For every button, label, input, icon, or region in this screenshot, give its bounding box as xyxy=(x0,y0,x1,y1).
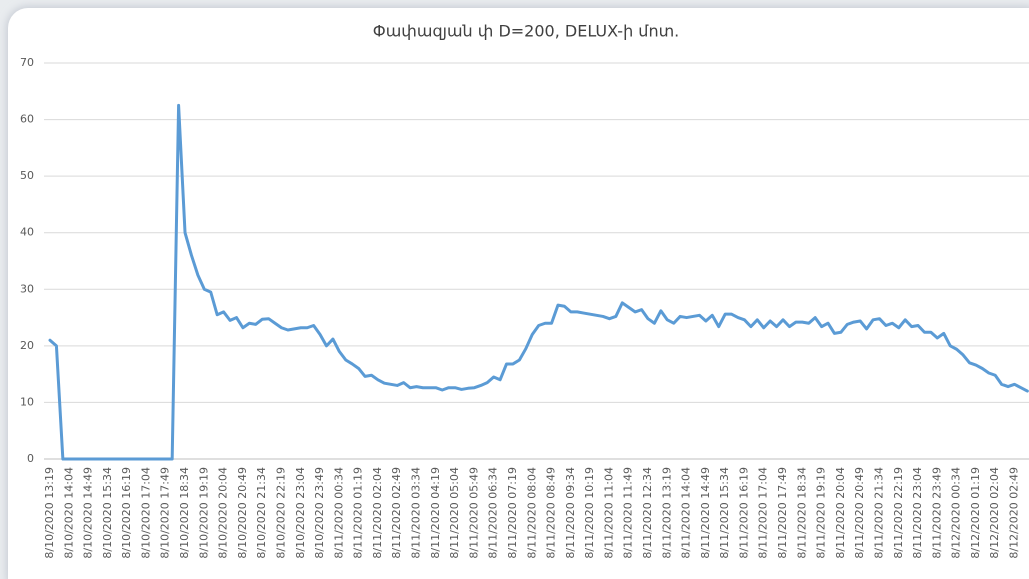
y-tick-label: 70 xyxy=(20,56,34,69)
x-tick-label: 8/10/2020 22:19 xyxy=(274,467,287,559)
x-tick-label: 8/11/2020 23:04 xyxy=(911,467,924,559)
x-tick-label: 8/11/2020 14:49 xyxy=(699,467,712,559)
x-tick-label: 8/10/2020 13:19 xyxy=(43,467,56,559)
data-line xyxy=(48,103,1029,461)
x-tick-label: 8/11/2020 21:34 xyxy=(872,467,885,559)
x-tick-label: 8/12/2020 01:19 xyxy=(969,467,982,559)
x-tick-label: 8/11/2020 11:49 xyxy=(622,467,635,559)
x-tick-label: 8/11/2020 20:04 xyxy=(834,467,847,559)
x-tick-label: 8/11/2020 10:19 xyxy=(583,467,596,559)
x-tick-label: 8/11/2020 08:04 xyxy=(525,467,538,559)
x-tick-label: 8/10/2020 23:04 xyxy=(294,467,307,559)
x-tick-label: 8/11/2020 06:34 xyxy=(487,467,500,559)
x-tick-label: 8/10/2020 17:04 xyxy=(139,467,152,559)
x-tick-label: 8/11/2020 17:49 xyxy=(776,467,789,559)
x-tick-label: 8/11/2020 17:04 xyxy=(757,467,770,559)
y-tick-label: 60 xyxy=(20,113,34,126)
x-tick-label: 8/11/2020 22:19 xyxy=(892,467,905,559)
x-tick-label: 8/12/2020 02:04 xyxy=(988,467,1001,559)
x-tick-label: 8/10/2020 20:04 xyxy=(217,467,230,559)
x-tick-label: 8/10/2020 19:19 xyxy=(197,467,210,559)
y-tick-label: 10 xyxy=(20,395,34,408)
x-tick-label: 8/12/2020 02:49 xyxy=(1008,467,1021,559)
y-tick-label: 0 xyxy=(27,452,34,465)
y-tick-label: 30 xyxy=(20,282,34,295)
x-tick-label: 8/11/2020 07:19 xyxy=(506,467,519,559)
x-tick-label: 8/11/2020 00:34 xyxy=(332,467,345,559)
x-tick-label: 8/11/2020 16:19 xyxy=(737,467,750,559)
x-tick-label: 8/10/2020 21:34 xyxy=(255,467,268,559)
chart-title: Փափազյան փ D=200, DELUX-ի մոտ. xyxy=(373,22,680,41)
x-tick-label: 8/11/2020 03:34 xyxy=(410,467,423,559)
x-tick-label: 8/12/2020 00:34 xyxy=(950,467,963,559)
x-tick-label: 8/11/2020 05:04 xyxy=(448,467,461,559)
x-tick-label: 8/11/2020 12:34 xyxy=(641,467,654,559)
x-tick-label: 8/11/2020 09:34 xyxy=(564,467,577,559)
x-tick-label: 8/10/2020 16:19 xyxy=(120,467,133,559)
x-tick-label: 8/10/2020 14:04 xyxy=(62,467,75,559)
y-tick-label: 50 xyxy=(20,169,34,182)
x-tick-label: 8/11/2020 02:04 xyxy=(371,467,384,559)
x-tick-label: 8/11/2020 13:19 xyxy=(660,467,673,559)
x-tick-label: 8/10/2020 15:34 xyxy=(101,467,114,559)
x-tick-label: 8/11/2020 18:34 xyxy=(795,467,808,559)
x-tick-label: 8/10/2020 18:34 xyxy=(178,467,191,559)
x-tick-label: 8/11/2020 19:19 xyxy=(815,467,828,559)
x-tick-label: 8/11/2020 15:34 xyxy=(718,467,731,559)
x-tick-label: 8/11/2020 02:49 xyxy=(390,467,403,559)
y-tick-label: 40 xyxy=(20,226,34,239)
x-tick-label: 8/11/2020 01:19 xyxy=(352,467,365,559)
x-tick-label: 8/10/2020 14:49 xyxy=(82,467,95,559)
x-tick-label: 8/11/2020 04:19 xyxy=(429,467,442,559)
card xyxy=(8,8,1029,579)
x-tick-label: 8/10/2020 20:49 xyxy=(236,467,249,559)
x-tick-label: 8/11/2020 05:49 xyxy=(467,467,480,559)
x-tick-label: 8/11/2020 23:49 xyxy=(930,467,943,559)
x-tick-label: 8/10/2020 17:49 xyxy=(159,467,172,559)
x-tick-label: 8/11/2020 14:04 xyxy=(680,467,693,559)
x-tick-label: 8/11/2020 08:49 xyxy=(545,467,558,559)
x-tick-label: 8/11/2020 11:04 xyxy=(602,467,615,559)
x-tick-label: 8/11/2020 20:49 xyxy=(853,467,866,559)
x-tick-label: 8/10/2020 23:49 xyxy=(313,467,326,559)
y-tick-label: 20 xyxy=(20,339,34,352)
